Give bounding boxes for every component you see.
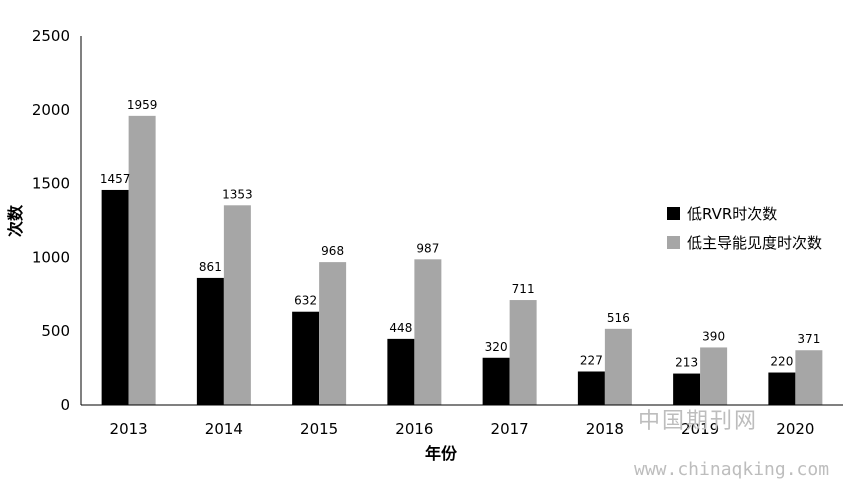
x-tick-label: 2016 xyxy=(395,420,433,438)
y-tick-label: 2500 xyxy=(32,27,70,45)
watermark-url: www.chinaqking.com xyxy=(634,459,829,480)
data-label: 861 xyxy=(199,260,222,274)
data-label: 1959 xyxy=(127,98,158,112)
bar-low-visibility xyxy=(319,262,347,405)
bar-low-rvr xyxy=(101,189,129,405)
legend-swatch-low-visibility xyxy=(667,236,680,249)
bar-low-visibility xyxy=(795,350,823,405)
y-tick-label: 2000 xyxy=(32,101,70,119)
bar-low-visibility xyxy=(414,259,442,405)
y-axis-title: 次数 xyxy=(6,204,25,237)
data-labels: 1457 1959 861 1353 632 968 448 987 320 711 227 516 2… xyxy=(100,98,820,370)
bar-low-visibility xyxy=(604,328,632,405)
data-label: 371 xyxy=(797,332,820,346)
data-label: 448 xyxy=(389,321,412,335)
data-label: 213 xyxy=(675,356,698,370)
y-tick-label: 1500 xyxy=(32,175,70,193)
bar-low-rvr xyxy=(482,357,510,405)
x-axis-title: 年份 xyxy=(425,444,458,463)
watermark-cn: 中国期刊网 xyxy=(638,409,758,434)
bar-low-rvr xyxy=(292,311,320,405)
bar-low-rvr xyxy=(768,372,796,405)
data-label: 516 xyxy=(607,311,630,325)
data-label: 711 xyxy=(512,282,535,296)
data-label: 968 xyxy=(321,244,344,258)
x-tick-label: 2014 xyxy=(205,420,243,438)
bar-low-rvr xyxy=(196,277,224,405)
data-label: 227 xyxy=(580,353,603,367)
legend-swatch-low-rvr xyxy=(667,207,680,220)
x-tick-label: 2019 xyxy=(681,420,719,438)
bar-low-visibility xyxy=(128,115,156,406)
bar-low-rvr xyxy=(673,373,701,405)
y-tick-labels: 0 500 1000 1500 2000 2500 xyxy=(32,27,70,414)
y-tick-label: 0 xyxy=(60,396,70,414)
y-tick-label: 500 xyxy=(41,322,70,340)
legend: 低RVR时次数 低主导能见度时次数 xyxy=(667,205,822,252)
bar-low-visibility xyxy=(223,205,251,405)
bar-low-rvr xyxy=(387,338,415,405)
bar-low-visibility xyxy=(700,347,728,405)
x-tick-labels: 2013 2014 2015 2016 2017 2018 2019 2020 xyxy=(110,420,815,438)
x-tick-label: 2020 xyxy=(776,420,814,438)
data-label: 390 xyxy=(702,329,725,343)
bar-low-visibility xyxy=(509,300,537,405)
x-tick-label: 2013 xyxy=(110,420,148,438)
bar-low-rvr xyxy=(577,371,605,405)
legend-label-low-visibility: 低主导能见度时次数 xyxy=(687,234,822,252)
data-label: 1457 xyxy=(100,172,131,186)
x-tick-label: 2015 xyxy=(300,420,338,438)
data-label: 987 xyxy=(416,241,439,255)
x-tick-label: 2017 xyxy=(491,420,529,438)
data-label: 220 xyxy=(770,355,793,369)
data-label: 320 xyxy=(485,340,508,354)
y-tick-label: 1000 xyxy=(32,248,70,266)
data-label: 1353 xyxy=(222,187,253,201)
x-tick-label: 2018 xyxy=(586,420,624,438)
data-label: 632 xyxy=(294,294,317,308)
bars xyxy=(101,115,823,406)
legend-label-low-rvr: 低RVR时次数 xyxy=(687,205,777,223)
